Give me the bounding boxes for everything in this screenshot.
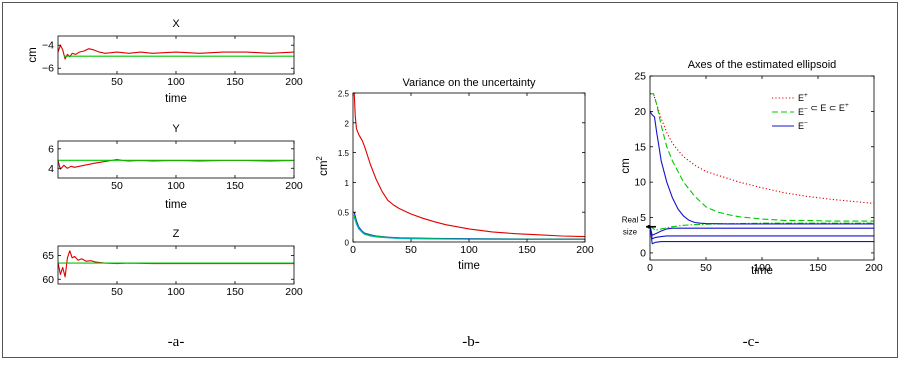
chart-title: Variance on the uncertainty: [402, 77, 536, 89]
y-tick-label: 20: [634, 106, 646, 118]
panel-caption-0: -a-: [168, 334, 185, 350]
y-tick-label: 15: [634, 141, 646, 153]
y-tick-label: 0: [345, 239, 350, 248]
y-tick-label: 4: [48, 163, 54, 175]
real-size-dot: [647, 224, 651, 229]
x-tick-label: 150: [809, 262, 827, 274]
x-tick-label: 100: [167, 180, 185, 192]
y-axis-label: cm: [620, 158, 632, 173]
y-tick-label: 0: [640, 247, 646, 259]
legend-superscript: +: [804, 92, 808, 99]
x-tick-label: 50: [700, 262, 712, 274]
plot-frame: [352, 92, 586, 243]
y-axis-label: cm: [27, 47, 39, 62]
y-axis-label: cm2: [315, 156, 330, 176]
x-tick-label: 150: [518, 244, 536, 256]
series-line-blue-3: [650, 111, 874, 225]
chart-c: 0 50 100 150 200 0 5 10 15 20 25 Axes of the estima…: [620, 59, 883, 277]
x-tick-label: 200: [285, 180, 303, 192]
chart-title: Axes of the estimated ellipsoid: [688, 59, 837, 71]
x-axis-label: time: [165, 199, 187, 211]
chart-title: Z: [173, 228, 180, 240]
legend-text-part: ⊂: [808, 103, 821, 113]
chart-b: 0 50 100 150 200 0 0.5 1 1.5 2 2.5 Variance on the …: [315, 77, 594, 272]
plot-frame: [57, 140, 295, 179]
real-size-label-line1: Real: [622, 216, 639, 225]
x-tick-label: 50: [405, 244, 417, 256]
legend-text-part: E: [820, 103, 826, 113]
y-tick-label: 65: [42, 250, 54, 262]
y-tick-label: 2: [345, 119, 350, 128]
legend-label: E+: [798, 92, 808, 103]
y-tick-label: 25: [634, 71, 646, 83]
y-tick-label: 60: [42, 274, 54, 286]
legend-symbol: E: [798, 107, 804, 117]
y-tick-label: −4: [42, 40, 54, 52]
chart-a-z: 50 100 150 200 65 60 Z: [42, 228, 303, 298]
x-tick-label: 0: [647, 262, 653, 274]
legend-symbol: E: [798, 93, 804, 103]
x-tick-label: 0: [350, 244, 356, 256]
series-line-red-0: [58, 158, 294, 170]
legend-label: E− ⊂ E ⊂ E+: [798, 102, 849, 117]
real-size-label-line2: size: [623, 228, 638, 237]
x-tick-label: 100: [460, 244, 478, 256]
x-tick-label: 200: [576, 244, 594, 256]
x-axis-label: time: [165, 93, 187, 105]
series-line-green-1: [650, 93, 874, 222]
legend-superscript: +: [845, 102, 849, 109]
legend-symbol: E: [839, 103, 845, 113]
legend-label: E−: [798, 120, 808, 131]
series-line-red-0: [58, 250, 294, 278]
x-axis-label: time: [458, 260, 480, 272]
panel-caption-1: -b-: [462, 334, 480, 350]
x-tick-label: 150: [226, 76, 244, 88]
figure-frame: [2, 2, 898, 358]
x-tick-label: 50: [111, 180, 123, 192]
y-tick-label: 6: [48, 143, 54, 155]
series-line-blue-6: [650, 225, 874, 245]
series-line-red-0: [353, 93, 585, 238]
y-tick-label: 5: [640, 212, 646, 224]
series-line-blue-4: [650, 225, 874, 236]
chart-title: Y: [172, 123, 180, 135]
y-tick-label: −6: [42, 63, 54, 75]
series-line-cyan-3: [353, 216, 585, 241]
y-tick-label: 1: [345, 179, 350, 188]
series-line-red-0: [650, 93, 874, 204]
x-tick-label: 200: [285, 286, 303, 298]
x-tick-label: 50: [111, 286, 123, 298]
legend-superscript: −: [804, 106, 808, 113]
x-tick-label: 200: [285, 76, 303, 88]
y-tick-label: 0.5: [338, 209, 350, 218]
x-tick-label: 150: [226, 180, 244, 192]
x-tick-label: 200: [865, 262, 883, 274]
series-line-blue-5: [650, 225, 874, 240]
series-line-green-2: [650, 222, 874, 231]
y-tick-label: 1.5: [338, 149, 350, 158]
y-tick-label: 2.5: [338, 90, 350, 99]
plot-frame: [57, 35, 295, 75]
y-tick-label: 10: [634, 177, 646, 189]
x-tick-label: 100: [167, 286, 185, 298]
x-tick-label: 100: [753, 262, 771, 274]
panel-caption-2: -c-: [743, 334, 760, 350]
plot-frame: [57, 245, 295, 285]
series-line-red-0: [58, 44, 294, 60]
x-tick-label: 100: [167, 76, 185, 88]
legend-superscript: −: [804, 120, 808, 127]
x-tick-label: 50: [111, 76, 123, 88]
x-axis-label: time: [751, 265, 773, 277]
y-axis-label-superscript: 2: [315, 156, 324, 161]
legend-symbol: E: [798, 121, 804, 131]
chart-title: X: [172, 18, 180, 30]
x-tick-label: 150: [226, 286, 244, 298]
legend-text-part: ⊂: [826, 103, 839, 113]
